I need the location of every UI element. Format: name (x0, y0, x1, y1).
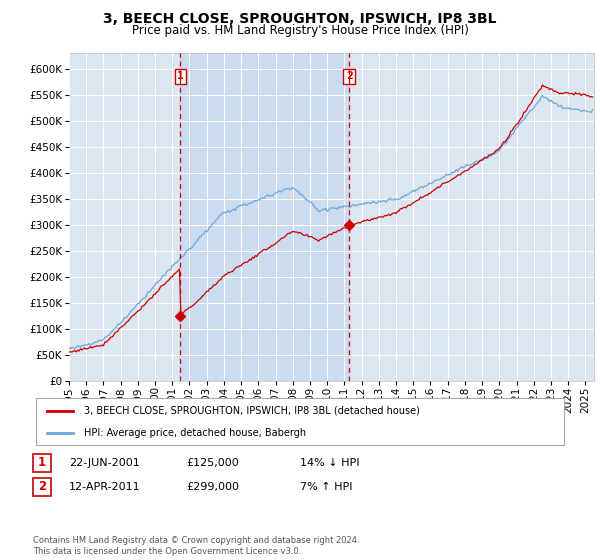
Text: 7% ↑ HPI: 7% ↑ HPI (300, 482, 353, 492)
Text: £125,000: £125,000 (186, 458, 239, 468)
Text: 3, BEECH CLOSE, SPROUGHTON, IPSWICH, IP8 3BL: 3, BEECH CLOSE, SPROUGHTON, IPSWICH, IP8… (103, 12, 497, 26)
Text: HPI: Average price, detached house, Babergh: HPI: Average price, detached house, Babe… (83, 428, 305, 438)
Bar (181, 53, 349, 381)
Text: £299,000: £299,000 (186, 482, 239, 492)
Text: 2: 2 (346, 71, 353, 81)
Text: 14% ↓ HPI: 14% ↓ HPI (300, 458, 359, 468)
Text: 12-APR-2011: 12-APR-2011 (69, 482, 140, 492)
Text: 1: 1 (38, 456, 46, 469)
Text: 1: 1 (177, 71, 184, 81)
Text: 3, BEECH CLOSE, SPROUGHTON, IPSWICH, IP8 3BL (detached house): 3, BEECH CLOSE, SPROUGHTON, IPSWICH, IP8… (83, 406, 419, 416)
Text: 22-JUN-2001: 22-JUN-2001 (69, 458, 140, 468)
Text: Contains HM Land Registry data © Crown copyright and database right 2024.
This d: Contains HM Land Registry data © Crown c… (33, 536, 359, 556)
Text: Price paid vs. HM Land Registry's House Price Index (HPI): Price paid vs. HM Land Registry's House … (131, 24, 469, 36)
Text: 2: 2 (38, 480, 46, 493)
